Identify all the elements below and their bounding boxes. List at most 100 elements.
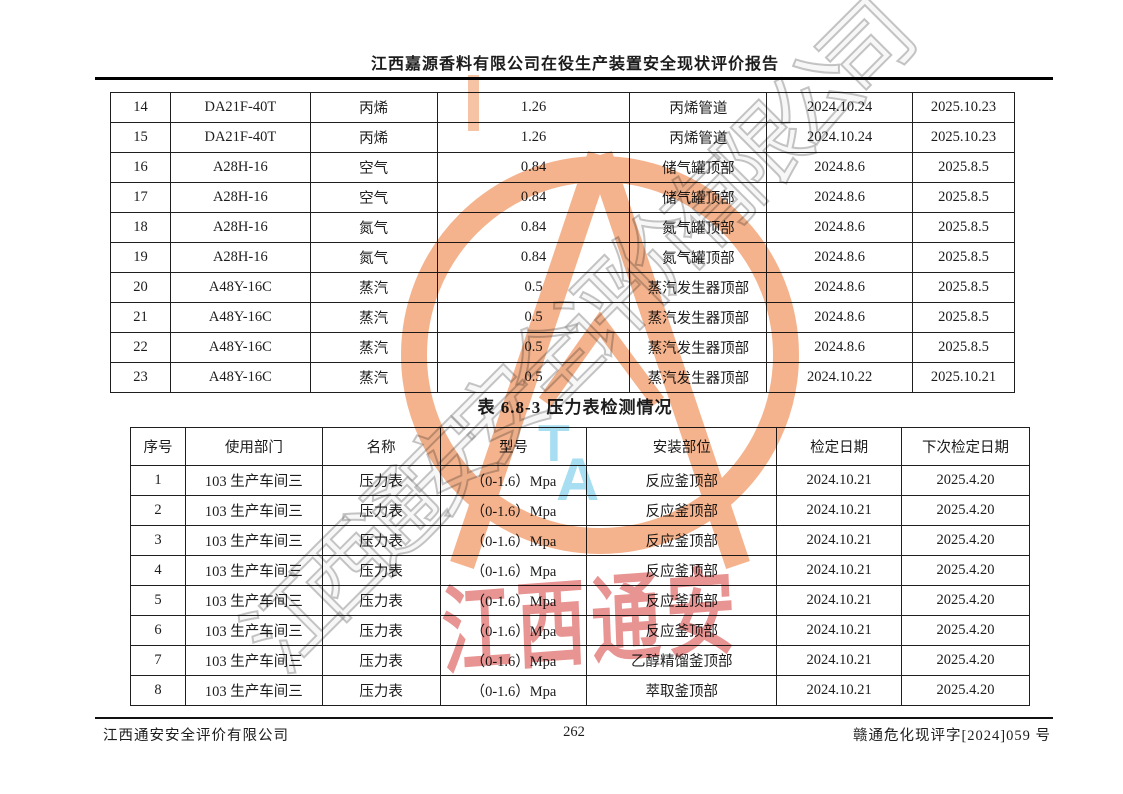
header-rule (95, 77, 1053, 80)
table-row: 18 A28H-16 氮气 0.84 氮气罐顶部 2024.8.6 2025.8.5 (110, 212, 1015, 243)
table-cell: A48Y-16C (169, 272, 311, 303)
table-cell: 氮气 (309, 212, 438, 243)
table-cell: 5 (130, 585, 186, 616)
table-row: 22 A48Y-16C 蒸汽 0.5 蒸汽发生器顶部 2024.8.6 2025.8.5 (110, 332, 1015, 363)
table-row: 16 A28H-16 空气 0.84 储气罐顶部 2024.8.6 2025.8.5 (110, 152, 1015, 183)
table-row: 4 103 生产车间三 压力表 （0-1.6）Mpa 反应釜顶部 2024.10.21 20… (130, 555, 1030, 586)
table-cell: 2024.10.21 (776, 645, 903, 676)
table-cell: DA21F-40T (169, 122, 311, 153)
table-cell: 2025.4.20 (901, 495, 1030, 526)
column-header: 下次检定日期 (901, 427, 1030, 466)
table-cell: 乙醇精馏釜顶部 (586, 645, 778, 676)
table-cell: 2025.4.20 (901, 645, 1030, 676)
table-cell: 6 (130, 615, 186, 646)
table-cell: 丙烯管道 (629, 92, 768, 123)
table-cell: 2025.10.21 (912, 362, 1015, 393)
table-row: 7 103 生产车间三 压力表 （0-1.6）Mpa 乙醇精馏釜顶部 2024.10.21… (130, 645, 1030, 676)
table-cell: 压力表 (321, 645, 441, 676)
table-cell: 丙烯 (309, 92, 438, 123)
table-cell: 0.5 (436, 332, 631, 363)
table-cell: 反应釜顶部 (586, 555, 778, 586)
table-cell: 0.5 (436, 302, 631, 333)
table-cell: 0.84 (436, 152, 631, 183)
table-cell: 2024.8.6 (766, 182, 914, 213)
table-cell: 23 (110, 362, 171, 393)
table-cell: DA21F-40T (169, 92, 311, 123)
table-cell: 103 生产车间三 (184, 465, 323, 496)
table-cell: 2025.8.5 (912, 182, 1015, 213)
table-cell: 103 生产车间三 (184, 675, 323, 706)
footer-company: 江西通安安全评价有限公司 (103, 728, 289, 744)
table-cell: （0-1.6）Mpa (439, 645, 588, 676)
table-cell: 氮气罐顶部 (629, 212, 768, 243)
table-cell: （0-1.6）Mpa (439, 675, 588, 706)
table-cell: 压力表 (321, 525, 441, 556)
table-row: 15 DA21F-40T 丙烯 1.26 丙烯管道 2024.10.24 2025.10.2… (110, 122, 1015, 153)
table-cell: 2024.8.6 (766, 272, 914, 303)
table-cell: 蒸汽 (309, 302, 438, 333)
table-cell: 2024.8.6 (766, 152, 914, 183)
table-cell: A28H-16 (169, 152, 311, 183)
table-cell: 20 (110, 272, 171, 303)
table-cell: 2024.10.21 (776, 525, 903, 556)
table-cell: 8 (130, 675, 186, 706)
table-cell: 1.26 (436, 122, 631, 153)
table-cell: A28H-16 (169, 242, 311, 273)
table-cell: 3 (130, 525, 186, 556)
table-cell: 空气 (309, 152, 438, 183)
table-cell: 7 (130, 645, 186, 676)
table-row: 17 A28H-16 空气 0.84 储气罐顶部 2024.8.6 2025.8.5 (110, 182, 1015, 213)
table-cell: 储气罐顶部 (629, 182, 768, 213)
table-cell: 萃取釜顶部 (586, 675, 778, 706)
table-cell: 17 (110, 182, 171, 213)
table-cell: 2025.8.5 (912, 242, 1015, 273)
column-header: 使用部门 (184, 427, 323, 466)
column-header: 检定日期 (776, 427, 903, 466)
column-header: 型号 (439, 427, 588, 466)
table-cell: 0.5 (436, 362, 631, 393)
table-cell: 2025.8.5 (912, 152, 1015, 183)
table-cell: 反应釜顶部 (586, 525, 778, 556)
table-cell: 蒸汽 (309, 332, 438, 363)
table-cell: 压力表 (321, 495, 441, 526)
table-cell: 2024.8.6 (766, 302, 914, 333)
table-cell: 21 (110, 302, 171, 333)
table-cell: 2025.4.20 (901, 465, 1030, 496)
table-cell: 2025.4.20 (901, 615, 1030, 646)
table-cell: 2024.10.22 (766, 362, 914, 393)
table-cell: （0-1.6）Mpa (439, 495, 588, 526)
table-cell: 丙烯管道 (629, 122, 768, 153)
table-cell: 1 (130, 465, 186, 496)
table-cell: 丙烯 (309, 122, 438, 153)
table-cell: 2024.10.21 (776, 555, 903, 586)
table-row: 20 A48Y-16C 蒸汽 0.5 蒸汽发生器顶部 2024.8.6 2025.8.5 (110, 272, 1015, 303)
pressure-gauge-table-body: 1 103 生产车间三 压力表 （0-1.6）Mpa 反应釜顶部 2024.10.21 20… (130, 465, 1030, 706)
table-cell: 压力表 (321, 675, 441, 706)
table-cell: 103 生产车间三 (184, 615, 323, 646)
table-row: 5 103 生产车间三 压力表 （0-1.6）Mpa 反应釜顶部 2024.10.21 20… (130, 585, 1030, 616)
table-cell: 压力表 (321, 615, 441, 646)
footer-rule (95, 717, 1053, 719)
table-cell: 2024.8.6 (766, 332, 914, 363)
table-cell: 0.84 (436, 182, 631, 213)
table-row: 2 103 生产车间三 压力表 （0-1.6）Mpa 反应釜顶部 2024.10.21 20… (130, 495, 1030, 526)
table-cell: 蒸汽发生器顶部 (629, 362, 768, 393)
table-caption: 表 6.8-3 压力表检测情况 (477, 398, 673, 417)
table-cell: 2024.10.21 (776, 615, 903, 646)
table-cell: 2024.10.21 (776, 585, 903, 616)
table-cell: 压力表 (321, 555, 441, 586)
table-cell: 0.84 (436, 242, 631, 273)
table-cell: （0-1.6）Mpa (439, 615, 588, 646)
table-cell: 2025.4.20 (901, 555, 1030, 586)
table-cell: 103 生产车间三 (184, 495, 323, 526)
table-cell: 2024.10.24 (766, 92, 914, 123)
valve-table-body: 14 DA21F-40T 丙烯 1.26 丙烯管道 2024.10.24 2025.10.2… (110, 92, 1015, 393)
table-cell: 2025.10.23 (912, 92, 1015, 123)
table-cell: 2024.10.21 (776, 675, 903, 706)
footer-page-number: 262 (563, 724, 585, 740)
table-cell: 2025.4.20 (901, 585, 1030, 616)
table-cell: A48Y-16C (169, 332, 311, 363)
table-cell: 蒸汽发生器顶部 (629, 302, 768, 333)
table-cell: 103 生产车间三 (184, 645, 323, 676)
